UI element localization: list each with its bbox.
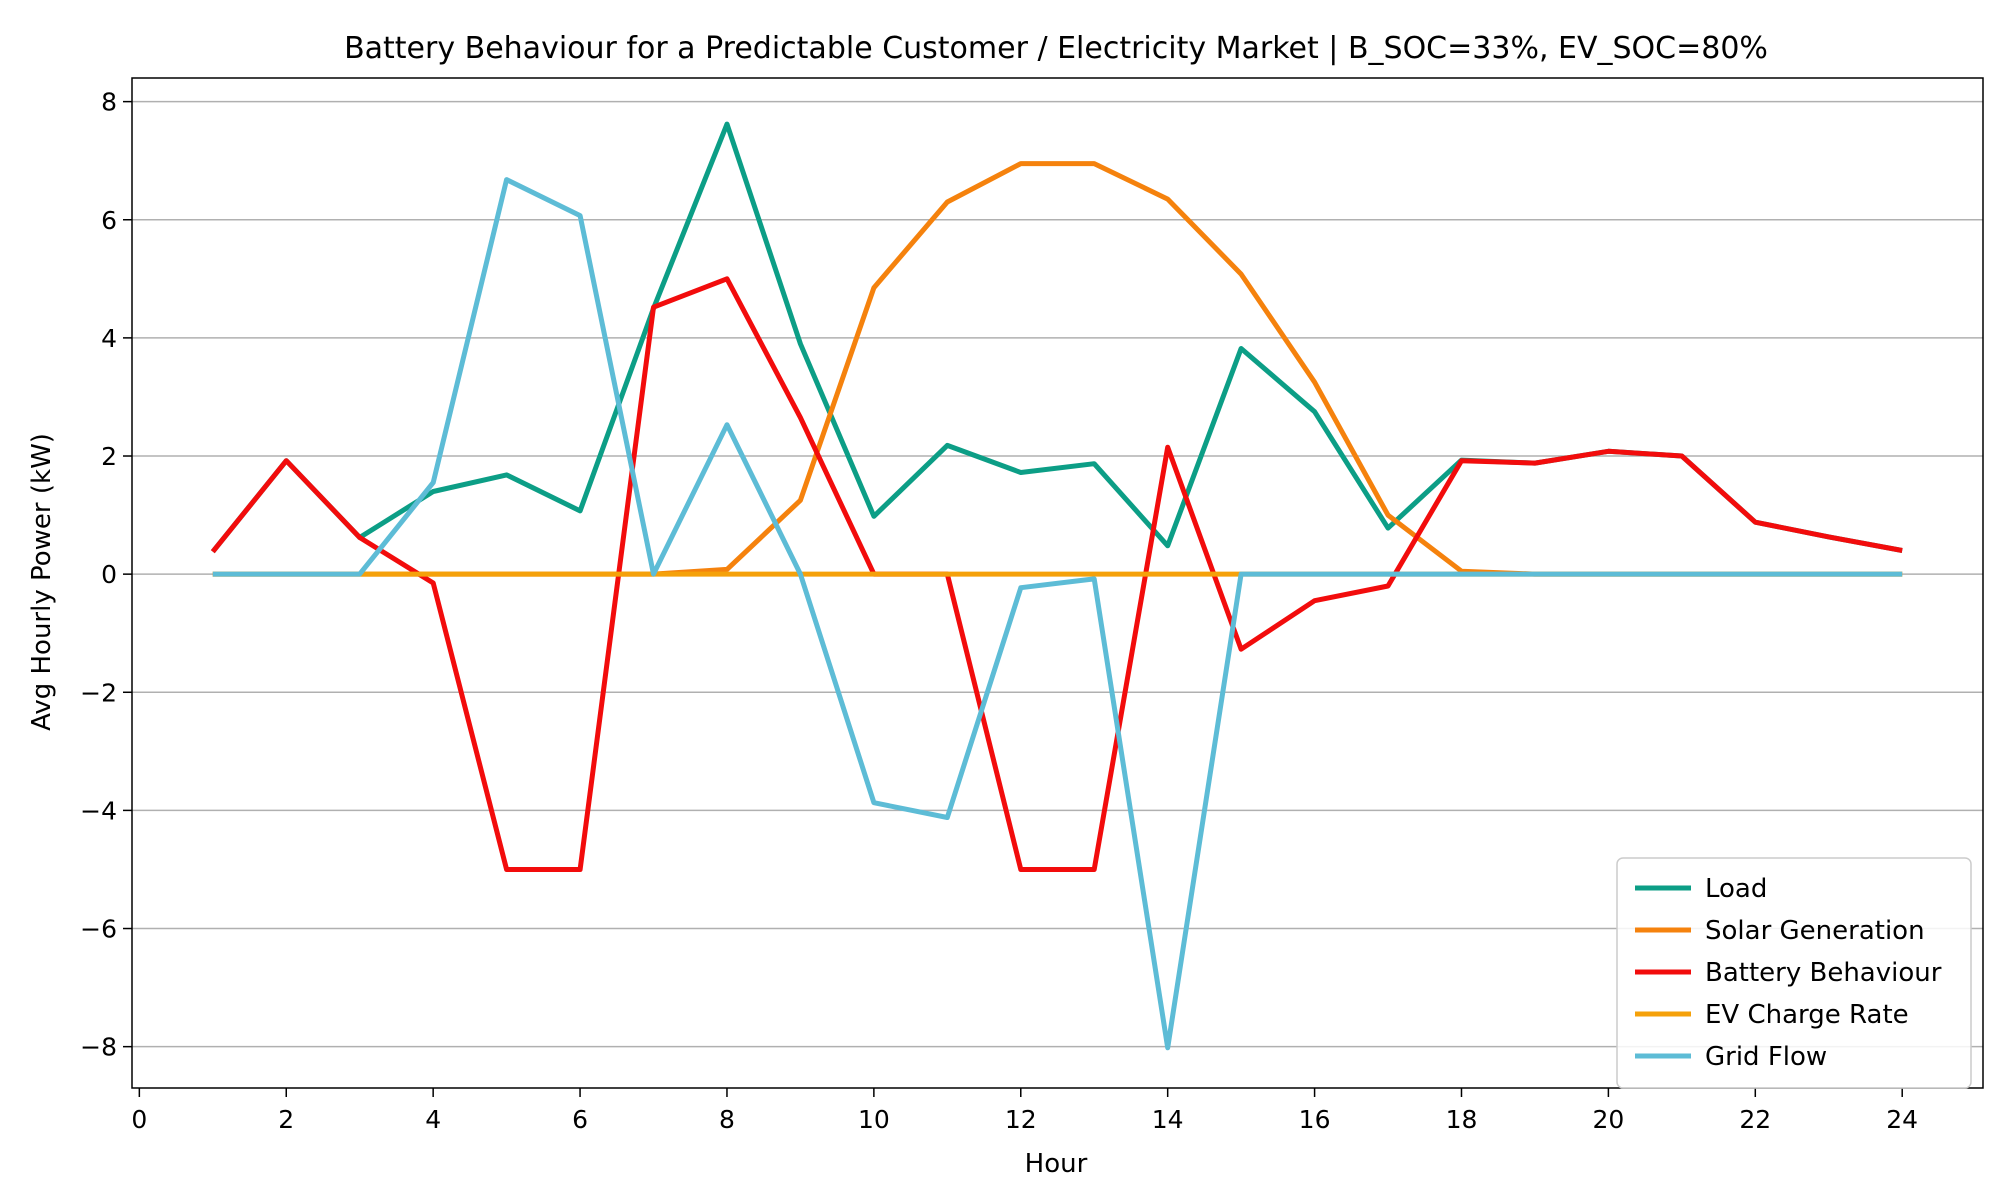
legend: Load Solar Generation Battery Behaviour EV … <box>1616 857 1972 1089</box>
x-tick-label-8: 16 <box>1299 1105 1331 1134</box>
x-tick-label-6: 12 <box>1005 1105 1037 1134</box>
x-tick-label-7: 14 <box>1152 1105 1184 1134</box>
series-lines <box>210 121 1903 1051</box>
plot-frame <box>131 77 1984 1089</box>
legend-label-ev-charge-rate: EV Charge Rate <box>1705 1000 1909 1030</box>
x-tick-label-10: 20 <box>1592 1105 1624 1134</box>
y-tick-label-0: −8 <box>80 1033 117 1062</box>
legend-box <box>1616 857 1972 1089</box>
x-tick-label-11: 22 <box>1739 1105 1771 1134</box>
y-axis-label: Avg Hourly Power (kW) <box>27 433 57 731</box>
y-tick-label-1: −6 <box>80 915 117 944</box>
y-tick-label-5: 2 <box>101 442 117 471</box>
x-tick-label-4: 8 <box>719 1105 735 1134</box>
y-tick-label-6: 4 <box>101 324 117 353</box>
y-tick-label-8: 8 <box>101 88 117 117</box>
legend-label-grid-flow: Grid Flow <box>1705 1042 1827 1072</box>
x-tick-label-12: 24 <box>1886 1105 1918 1134</box>
legend-label-load: Load <box>1705 874 1767 904</box>
x-axis-label: Hour <box>1025 1149 1088 1179</box>
x-tick-label-0: 0 <box>131 1105 147 1134</box>
y-tick-label-3: −2 <box>80 678 117 707</box>
x-tick-label-9: 18 <box>1446 1105 1478 1134</box>
x-tick-label-3: 6 <box>572 1105 588 1134</box>
x-tick-label-2: 4 <box>425 1105 441 1134</box>
series-line-grid-flow <box>212 177 1903 1051</box>
chart-title: Battery Behaviour for a Predictable Cust… <box>344 31 1768 66</box>
series-line-battery-behaviour <box>210 276 1903 872</box>
x-tick-label-1: 2 <box>278 1105 294 1134</box>
x-tick-label-5: 10 <box>858 1105 890 1134</box>
legend-label-battery-behaviour: Battery Behaviour <box>1705 958 1942 988</box>
y-tick-label-4: 0 <box>101 560 117 589</box>
y-tick-label-7: 6 <box>101 206 117 235</box>
series-line-solar-generation <box>212 161 1903 577</box>
legend-label-solar-generation: Solar Generation <box>1705 916 1925 946</box>
y-tick-label-2: −4 <box>80 796 117 825</box>
